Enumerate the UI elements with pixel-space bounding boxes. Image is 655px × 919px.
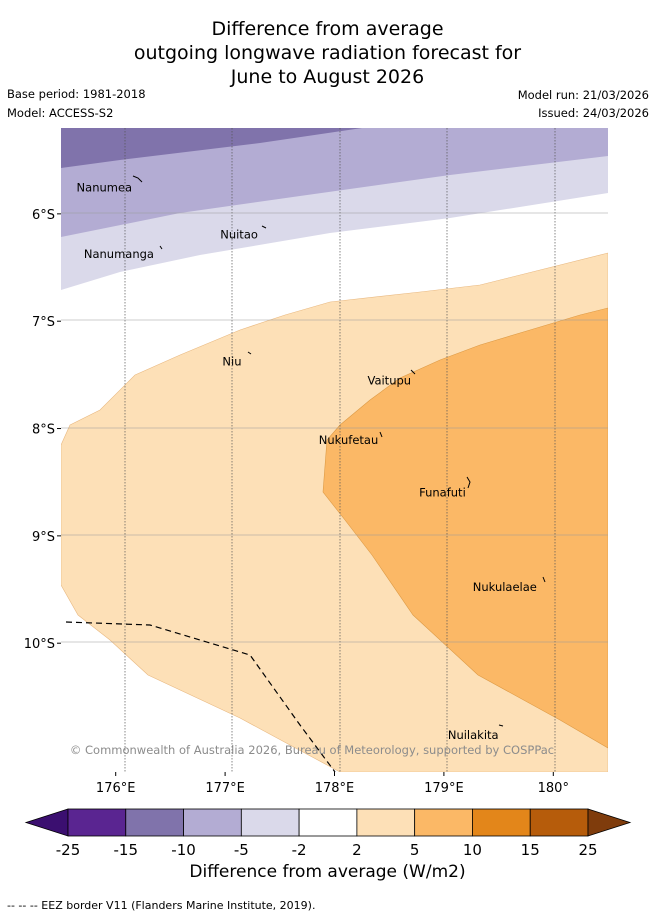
model-run: Model run: 21/03/2026 [517,88,649,102]
colorbar-tick-label: -10 [171,841,196,859]
map-area: Nanumea Nuitao Nanumanga Niu Vaitupu Nukufeta… [61,128,608,772]
y-tick-label: 10°S [24,637,55,652]
eez-border-line [65,621,336,772]
issued-date: Issued: 24/03/2026 [538,106,649,120]
colorbar-segment [183,808,242,837]
x-tick-label: 178°E [315,781,355,796]
x-tick-label: 180° [538,781,569,796]
colorbar-segment [298,808,358,837]
colorbar-segment [67,808,127,837]
colorbar-segment [356,808,416,837]
colorbar-tick-label: -15 [114,841,139,859]
place-labels: Nanumea Nuitao Nanumanga Niu Vaitupu Nukufeta… [77,181,537,742]
place-label-nanumea: Nanumea [77,181,133,195]
x-axis: 176°E 177°E 178°E 179°E 180° [96,772,569,796]
x-tick-label: 179°E [424,781,464,796]
place-label-nuilakita: Nuilakita [448,728,499,742]
colorbar-segment [414,808,473,837]
x-tick-label: 177°E [205,781,245,796]
copyright-notice: © Commonwealth of Australia 2026, Bureau… [70,743,554,757]
y-tick-label: 7°S [32,315,55,330]
place-label-funafuti: Funafuti [419,485,466,499]
chart-title-line-1: Difference from average [211,18,444,40]
y-tick-label: 6°S [32,208,55,223]
colorbar-tick-label: -5 [234,841,249,859]
colorbar-segment [240,808,300,837]
colorbar-label: Difference from average (W/m2) [189,862,466,882]
place-label-vaitupu: Vaitupu [367,374,411,388]
eez-footnote: -- -- -- EEZ border V11 (Flanders Marine… [7,899,316,912]
colorbar-segment [472,808,531,837]
colorbar-segment [125,808,184,837]
contour-band-minus10-to-minus5 [61,128,608,237]
latitude-lines [61,212,608,643]
y-axis: 6°S 7°S 8°S 9°S 10°S [24,208,61,652]
place-label-nanumanga: Nanumanga [84,247,154,261]
colorbar-tick-label: -25 [56,841,81,859]
colorbar-over-arrow [587,808,632,837]
chart-title-line-2: outgoing longwave radiation forecast for [133,42,522,64]
y-tick-label: 8°S [32,423,55,438]
colorbar-tick-label: 15 [521,841,540,859]
colorbar-tick-label: -2 [292,841,307,859]
colorbar-under-arrow [24,808,69,837]
place-label-nuitao: Nuitao [220,228,258,242]
islands [132,175,546,727]
model-name: Model: ACCESS-S2 [7,106,114,120]
place-label-niu: Niu [222,354,241,368]
contour-band-minus15-to-minus10 [61,128,362,168]
place-label-nukulaelae: Nukulaelae [473,580,537,594]
colorbar-tick-label: 10 [463,841,482,859]
chart-title-line-3: June to August 2026 [230,66,425,88]
x-tick-label: 176°E [96,781,136,796]
base-period: Base period: 1981-2018 [7,87,146,101]
contour-band-5-to-10 [322,307,608,749]
colorbar-tick-label: 2 [352,841,362,859]
y-tick-label: 9°S [32,530,55,545]
colorbar-tick-label: 5 [410,841,420,859]
colorbar: -25 -15 -10 -5 -2 2 5 10 15 25 [24,808,632,859]
colorbar-tick-label: 25 [578,841,597,859]
place-label-nukufetau: Nukufetau [319,433,378,447]
colorbar-segment [529,808,589,837]
graticule [124,128,556,772]
